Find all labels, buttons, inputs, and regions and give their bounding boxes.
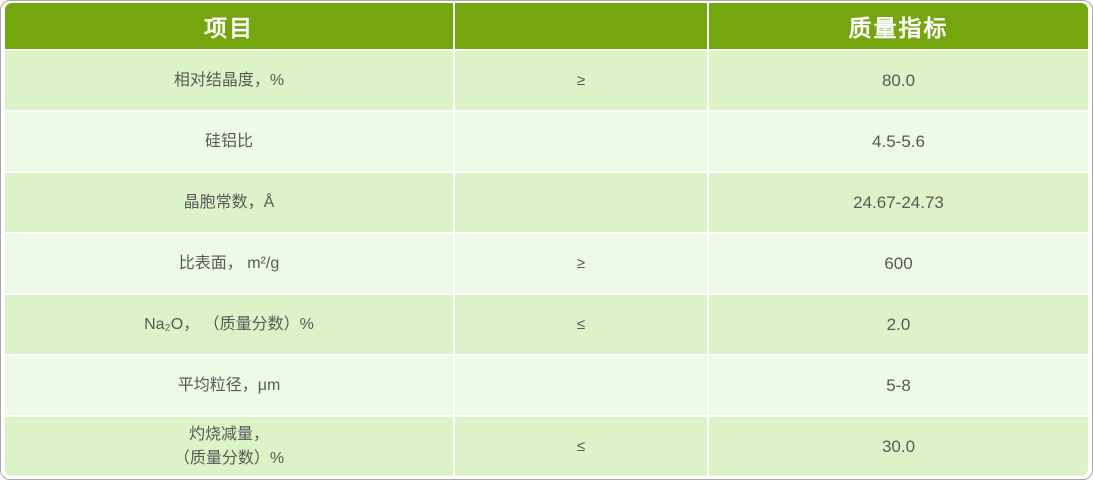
quality-spec-table: 项目 质量指标 相对结晶度，% ≥ 80.0 硅铝比 4.5-5.6 晶胞常数，… (3, 1, 1090, 478)
relation-cell (455, 112, 707, 171)
item-cell: Na₂O， （质量分数）% (5, 295, 453, 354)
value-cell: 2.0 (709, 295, 1088, 354)
value-cell: 600 (709, 234, 1088, 293)
relation-cell (455, 173, 707, 232)
header-middle (455, 3, 707, 49)
header-quality: 质量指标 (709, 3, 1088, 49)
table-row: 比表面， m²/g ≥ 600 (5, 234, 1088, 293)
value-cell: 80.0 (709, 51, 1088, 110)
relation-cell: ≥ (455, 234, 707, 293)
relation-cell: ≤ (455, 295, 707, 354)
relation-cell (455, 356, 707, 415)
table-row: 相对结晶度，% ≥ 80.0 (5, 51, 1088, 110)
table-row: 灼烧减量， （质量分数）% ≤ 30.0 (5, 417, 1088, 476)
item-cell: 硅铝比 (5, 112, 453, 171)
item-cell: 平均粒径，μm (5, 356, 453, 415)
item-cell: 相对结晶度，% (5, 51, 453, 110)
relation-cell: ≤ (455, 417, 707, 476)
item-cell: 比表面， m²/g (5, 234, 453, 293)
relation-cell: ≥ (455, 51, 707, 110)
table-row: 平均粒径，μm 5-8 (5, 356, 1088, 415)
value-cell: 30.0 (709, 417, 1088, 476)
table-row: 硅铝比 4.5-5.6 (5, 112, 1088, 171)
value-cell: 5-8 (709, 356, 1088, 415)
item-cell: 晶胞常数，Å (5, 173, 453, 232)
value-cell: 4.5-5.6 (709, 112, 1088, 171)
value-cell: 24.67-24.73 (709, 173, 1088, 232)
table-row: 晶胞常数，Å 24.67-24.73 (5, 173, 1088, 232)
header-row: 项目 质量指标 (5, 3, 1088, 49)
header-item: 项目 (5, 3, 453, 49)
item-cell: 灼烧减量， （质量分数）% (5, 417, 453, 476)
table-row: Na₂O， （质量分数）% ≤ 2.0 (5, 295, 1088, 354)
